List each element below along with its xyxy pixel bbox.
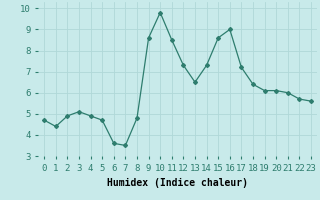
X-axis label: Humidex (Indice chaleur): Humidex (Indice chaleur) — [107, 178, 248, 188]
